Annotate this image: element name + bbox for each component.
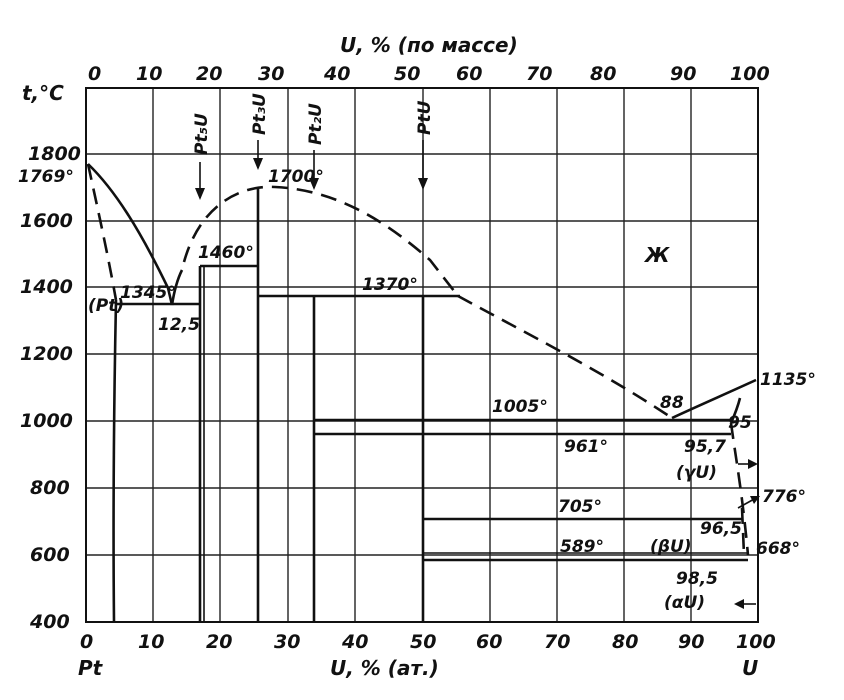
y-tick: 1800 (28, 143, 81, 165)
left-element-label: Pt (78, 656, 104, 680)
bottom-axis-title: U, % (ат.) (330, 656, 439, 680)
y-tick: 600 (30, 544, 70, 566)
top-axis-title: U, % (по массе) (340, 33, 518, 57)
comp-95-7: 95,7 (684, 437, 726, 457)
bottom-tick: 50 (410, 631, 436, 653)
pt2u-label: Pt₂U (306, 103, 326, 145)
compound-lines (198, 187, 425, 622)
bottom-tick: 60 (476, 631, 502, 653)
bottom-tick: 10 (138, 631, 164, 653)
top-tick: 10 (136, 63, 162, 85)
y-tick: 1600 (20, 210, 73, 232)
top-tick: 80 (590, 63, 616, 85)
comp-98-5: 98,5 (676, 569, 718, 589)
gamma-u-label: (γU) (676, 463, 717, 483)
temp-589: 589° (560, 537, 604, 557)
phase-boundaries (86, 163, 757, 623)
bottom-tick: 20 (206, 631, 232, 653)
bottom-tick: 40 (341, 631, 368, 653)
temp-1135: 1135° (760, 370, 816, 390)
u-side-arrows (734, 459, 760, 609)
top-tick: 70 (526, 63, 552, 85)
y-tick: 400 (29, 611, 70, 633)
pt-solvus (112, 299, 118, 623)
liquidus-u-side (671, 378, 757, 420)
u-solvus-gamma (729, 422, 750, 556)
top-tick: 100 (730, 63, 770, 85)
top-tick: 0 (88, 63, 101, 85)
bottom-tick: 80 (612, 631, 638, 653)
y-tick-labels: 1800 1600 1400 1200 1000 800 600 400 (20, 143, 81, 633)
pt-solidus (86, 163, 118, 301)
y-tick: 1200 (20, 343, 73, 365)
temp-668: 668° (756, 539, 800, 559)
beta-u-label: (βU) (650, 537, 692, 557)
comp-12-5: 12,5 (158, 315, 200, 335)
temp-776: 776° (762, 487, 806, 507)
y-tick: 1000 (20, 410, 73, 432)
temp-1345: 1345° (120, 283, 176, 303)
y-tick: 800 (30, 477, 70, 499)
bottom-tick: 90 (678, 631, 704, 653)
pt3u-label: Pt₃U (250, 93, 270, 135)
liquidus-pt-side (87, 163, 174, 306)
bottom-tick: 100 (736, 631, 776, 653)
top-tick: 40 (323, 63, 350, 85)
bottom-tick: 30 (274, 631, 300, 653)
y-axis-label: t,°C (22, 81, 64, 105)
comp-88: 88 (660, 393, 684, 413)
bottom-tick: 70 (544, 631, 570, 653)
pt5u-label: Pt₅U (192, 113, 212, 155)
temp-1769: 1769° (18, 167, 74, 187)
temp-1460: 1460° (198, 243, 254, 263)
reaction-lines (116, 264, 748, 562)
u-side-curve (729, 397, 742, 424)
temp-1370: 1370° (362, 275, 418, 295)
top-tick: 90 (670, 63, 696, 85)
pt-solid-label: (Pt) (88, 296, 124, 316)
liquidus-to-eutectic (457, 294, 673, 420)
right-element-label: U (742, 656, 758, 680)
bottom-tick: 0 (80, 631, 93, 653)
bottom-tick-labels: 0 10 20 30 40 50 60 70 80 90 100 (80, 631, 776, 653)
temp-961: 961° (564, 437, 608, 457)
u-solvus-beta (740, 507, 746, 556)
liquid-phase-label: Ж (643, 243, 670, 267)
temp-1700: 1700° (268, 167, 324, 187)
compound-arrows (195, 140, 428, 200)
top-tick: 20 (196, 63, 222, 85)
comp-95: 95 (728, 413, 752, 433)
ptu-label: PtU (415, 100, 435, 135)
liquidus-rise-pt5u (170, 269, 184, 306)
top-tick: 50 (394, 63, 420, 85)
alpha-u-label: (αU) (664, 593, 705, 613)
top-tick: 60 (456, 63, 482, 85)
comp-96-5: 96,5 (700, 519, 742, 539)
liquidus-dome (182, 185, 460, 297)
y-tick: 1400 (20, 276, 73, 298)
top-tick-labels: 0 10 20 30 40 50 60 70 80 90 100 (88, 63, 770, 85)
temp-705: 705° (558, 497, 602, 517)
top-tick: 30 (258, 63, 284, 85)
temp-1005: 1005° (492, 397, 548, 417)
